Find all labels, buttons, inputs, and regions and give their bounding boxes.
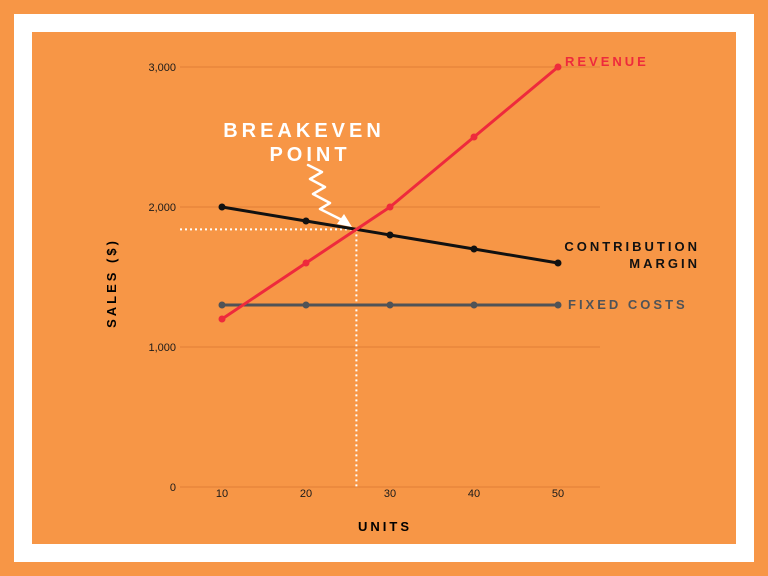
y-axis-title: SALES ($) [104,238,119,328]
fixed-costs-point-3 [470,301,478,309]
revenue-point-0 [218,315,226,323]
x-tick-label-2: 30 [384,488,396,500]
contribution-margin-point-2 [386,231,394,239]
revenue-point-3 [470,133,478,141]
y-tick-label-2: 2,000 [148,202,176,214]
revenue-line [221,65,559,321]
breakeven-arrow-icon [306,163,342,221]
contribution-margin-point-3 [470,245,478,253]
contribution-margin-point-4 [554,259,562,267]
arrow-head [337,214,352,227]
revenue-point-2 [386,203,394,211]
tick-labels: 0 1,000 2,000 3,000 10 20 30 40 50 [148,62,564,500]
x-tick-label-1: 20 [300,488,312,500]
contribution-margin-point-0 [218,203,226,211]
series-lines [218,63,562,323]
contribution-margin-label-0: CONTRIBUTION [564,239,700,254]
breakeven-annotation: BREAKEVEN POINT [223,120,385,227]
x-tick-label-3: 40 [468,488,480,500]
x-axis-title: UNITS [358,519,412,534]
fixed-costs-point-0 [218,301,226,309]
contribution-margin-point-1 [302,217,310,225]
revenue-point-1 [302,259,310,267]
contribution-margin-label-1: MARGIN [629,256,700,271]
revenue-point-4 [554,63,562,71]
chart-panel [32,32,736,544]
breakeven-guides [180,228,358,487]
annotation-line-1: BREAKEVEN [223,120,385,142]
annotation-line-2: POINT [269,144,350,166]
fixed-costs-point-2 [386,301,394,309]
y-tick-label-1: 1,000 [148,342,176,354]
y-tick-label-0: 0 [170,482,176,494]
series-labels: REVENUE CONTRIBUTION MARGIN FIXED COSTS [564,54,700,312]
revenue-label-0: REVENUE [565,54,649,69]
fixed-costs-point-4 [554,301,562,309]
x-tick-label-4: 50 [552,488,564,500]
fixed-costs-label-0: FIXED COSTS [568,297,688,312]
x-tick-label-0: 10 [216,488,228,500]
fixed-costs-point-1 [302,301,310,309]
y-tick-label-3: 3,000 [148,62,176,74]
